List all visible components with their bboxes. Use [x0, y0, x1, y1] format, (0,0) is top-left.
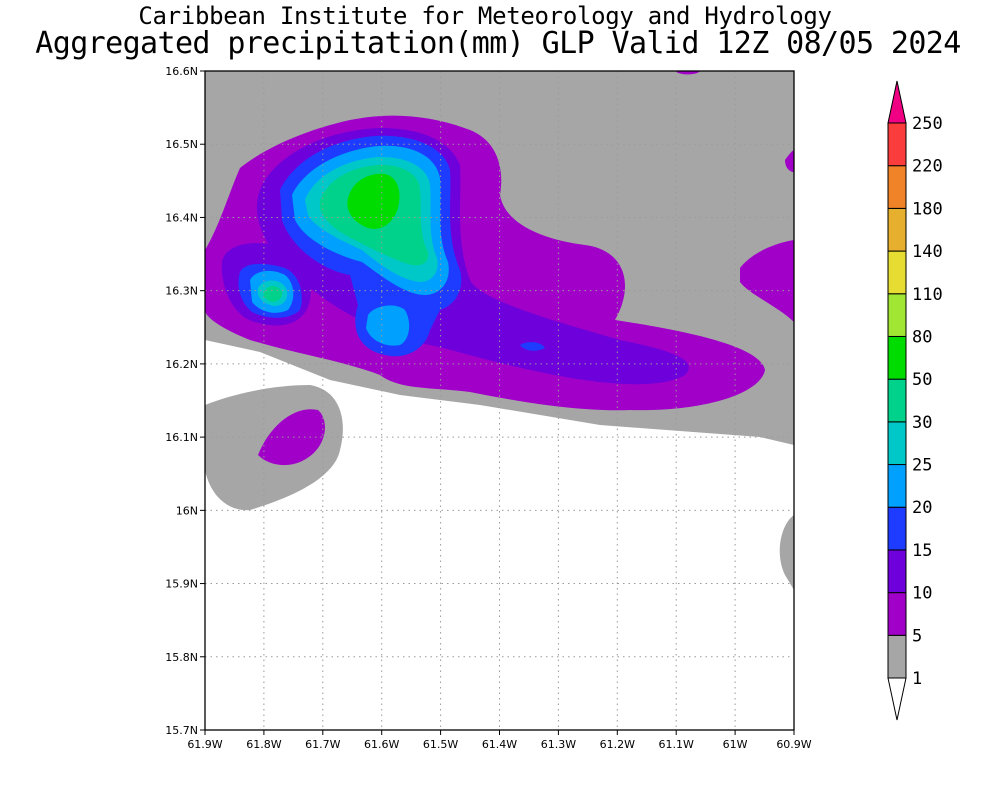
- colorbar-swatch: [887, 464, 907, 508]
- lon-tick-label: 61.1W: [659, 738, 694, 751]
- colorbar-level-label: 220: [912, 157, 943, 177]
- lat-tick-label: 16.5N: [165, 138, 198, 151]
- colorbar-swatch: [887, 293, 907, 337]
- grid-lines: [205, 71, 794, 730]
- colorbar-swatch: [887, 634, 907, 679]
- lat-tick-label: 15.7N: [165, 724, 198, 737]
- colorbar-level-label: 5: [912, 626, 922, 646]
- colorbar-level-label: 25: [912, 456, 932, 476]
- contour-fill-50-80mm: [347, 173, 400, 229]
- colorbar-level-label: 30: [912, 413, 932, 433]
- colorbar-triangle-max: [887, 80, 907, 124]
- colorbar-level-label: 10: [912, 584, 932, 604]
- colorbar-swatch: [887, 592, 907, 636]
- axes: 61.9W 61.8W 61.7W 61.6W 61.5W 61.4W 61.3W 61.2W…: [165, 65, 812, 751]
- lat-tick-label: 16.2N: [165, 358, 198, 371]
- colorbar-swatch: [887, 335, 907, 380]
- colorbar-level-label: 110: [912, 285, 943, 305]
- lat-tick-label: 16.6N: [165, 65, 198, 78]
- lon-tick-label: 61.8W: [246, 738, 281, 751]
- lat-tick-label: 16N: [176, 504, 198, 517]
- lon-tick-label: 61.5W: [423, 738, 458, 751]
- lon-tick-label: 61W: [723, 738, 748, 751]
- colorbar-swatch: [887, 122, 907, 167]
- lon-tick-label: 61.7W: [305, 738, 340, 751]
- chart-title-line-1: Caribbean Institute for Meteorology and …: [138, 2, 832, 30]
- colorbar-swatch: [887, 506, 907, 551]
- colorbar-level-label: 80: [912, 327, 932, 347]
- colorbar-swatch: [887, 549, 907, 594]
- colorbar-swatch: [887, 207, 907, 252]
- colorbar-swatch: [887, 165, 907, 209]
- colorbar-level-label: 250: [912, 114, 943, 134]
- colorbar-level-label: 20: [912, 498, 932, 518]
- lat-tick-label: 15.9N: [165, 578, 198, 591]
- lat-tick-label: 16.4N: [165, 211, 198, 224]
- colorbar-level-label: 180: [912, 199, 943, 219]
- colorbar-level-label: 140: [912, 242, 943, 262]
- lon-tick-label: 61.3W: [541, 738, 576, 751]
- chart-title-line-2: Aggregated precipitation(mm) GLP Valid 1…: [35, 26, 961, 61]
- colorbar-swatch: [887, 378, 907, 423]
- colorbar-swatch: [887, 421, 907, 466]
- lon-tick-label: 61.9W: [187, 738, 222, 751]
- lat-tick-label: 16.3N: [165, 285, 198, 298]
- lat-tick-label: 16.1N: [165, 431, 198, 444]
- lon-tick-label: 60.9W: [776, 738, 811, 751]
- lon-tick-label: 61.4W: [482, 738, 517, 751]
- colorbar-level-label: 15: [912, 541, 932, 561]
- colorbar-level-label: 50: [912, 370, 932, 390]
- colorbar-triangle-min: [887, 677, 907, 721]
- colorbar-level-label: 1: [912, 669, 922, 689]
- plot-area: [205, 71, 794, 730]
- lat-tick-label: 15.8N: [165, 651, 198, 664]
- lon-tick-label: 61.2W: [600, 738, 635, 751]
- lon-tick-label: 61.6W: [364, 738, 399, 751]
- colorbar-swatch: [887, 250, 907, 295]
